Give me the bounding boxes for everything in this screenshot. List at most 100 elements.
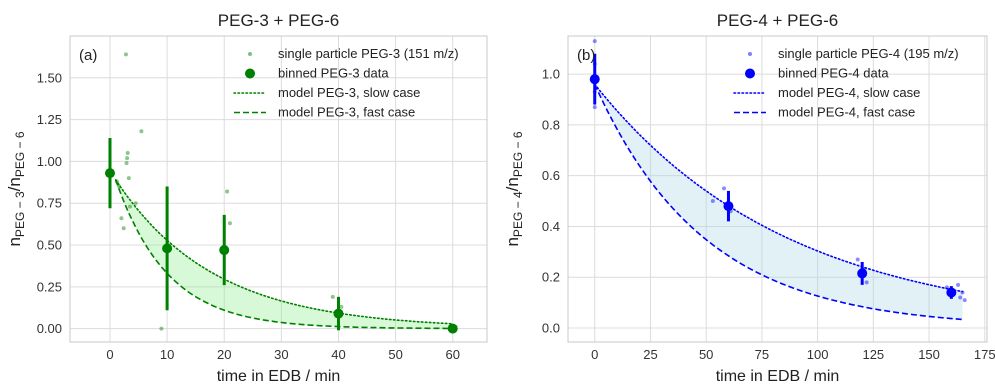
y-tick-label: 0.6: [542, 168, 560, 183]
single-particle-point: [864, 280, 869, 285]
legend-marker-small: [748, 52, 752, 56]
single-particle-point: [956, 282, 961, 287]
x-tick-label: 50: [388, 347, 402, 362]
legend-label: single particle PEG-3 (151 m/z): [278, 46, 459, 61]
x-tick-label: 50: [699, 347, 713, 362]
grid: [70, 36, 487, 342]
x-tick-label: 60: [445, 347, 459, 362]
legend: single particle PEG-4 (195 m/z) binned PE…: [733, 46, 959, 120]
model-band: [115, 179, 453, 329]
binned-point: [162, 243, 173, 254]
legend-item: model PEG-4, slow case: [733, 85, 920, 100]
y-tick-label: 0.25: [37, 279, 62, 294]
chart-title: PEG-3 + PEG-6: [218, 11, 339, 30]
single-particle-point: [119, 216, 124, 221]
plot-frame: [69, 35, 488, 343]
y-tick-label: 0.00: [37, 321, 62, 336]
legend-label: model PEG-3, slow case: [278, 85, 420, 100]
chart-title: PEG-4 + PEG-6: [717, 11, 838, 30]
plot-area: [70, 36, 487, 342]
single-particle-point: [225, 189, 230, 194]
single-particle-point: [114, 179, 119, 184]
single-particle-point: [958, 295, 963, 300]
y-tick-label: 1.25: [37, 112, 62, 127]
legend-marker-big: [745, 68, 755, 79]
x-tick-label: 100: [807, 347, 829, 362]
binned-point: [447, 323, 458, 334]
legend-item: model PEG-3, fast case: [234, 105, 415, 120]
y-tick-label: 1.00: [37, 154, 62, 169]
grid: [568, 36, 987, 342]
y-tick-label: 0.50: [37, 238, 62, 253]
y-tick-label: 0.4: [542, 219, 560, 234]
x-tick-label: 30: [274, 347, 288, 362]
plot-area: [568, 36, 987, 342]
single-particle-point: [117, 184, 122, 189]
x-axis-label: time in EDB / min: [217, 368, 341, 385]
model-fast-line: [114, 179, 453, 330]
single-particle-point: [125, 151, 130, 156]
legend-label: model PEG-3, fast case: [278, 105, 415, 120]
legend-marker-small: [248, 52, 252, 56]
legend-item: single particle PEG-4 (195 m/z): [748, 46, 959, 61]
single-particle-point: [330, 294, 335, 299]
binned-series: [589, 53, 957, 299]
binned-point: [723, 201, 734, 212]
single-particle-point: [125, 156, 130, 161]
y-tick-label: 1.50: [37, 70, 62, 85]
legend-item: model PEG-4, fast case: [734, 105, 915, 120]
chart-panel-a: 0 10 20 30 40 50 60 0.00 0.25 0.50 0.75 1.00 1.25 1.5…: [5, 11, 488, 385]
single-particle-point: [133, 201, 138, 206]
single-particle-point: [855, 257, 860, 262]
binned-series: [104, 138, 458, 334]
chart-panel-b: 0 25 50 75 100 125 150 175 0.0 0.2 0.4 0.6 0.8 1.0 PEG…: [503, 11, 995, 385]
x-tick-label: 40: [331, 347, 345, 362]
panel-label: (b): [577, 47, 595, 64]
y-axis-label: nPEG − 4/nPEG − 6: [503, 131, 525, 246]
tick-labels: 0 25 50 75 100 125 150 175 0.0 0.2 0.4 0.6 0.8 1.0: [542, 67, 995, 362]
single-particle-point: [722, 186, 727, 191]
x-tick-label: 150: [918, 347, 940, 362]
x-tick-label: 20: [217, 347, 231, 362]
single-particle-point: [123, 52, 128, 57]
x-tick-label: 175: [974, 347, 995, 362]
single-particle-point: [960, 290, 965, 295]
y-tick-label: 0.2: [542, 270, 560, 285]
model-slow-line: [593, 83, 964, 293]
x-axis-label: time in EDB / min: [716, 368, 840, 385]
model-band: [594, 84, 963, 320]
x-tick-label: 0: [106, 347, 113, 362]
binned-point: [104, 168, 115, 179]
binned-point: [946, 287, 957, 298]
single-particle-point: [126, 176, 131, 181]
y-tick-label: 0.75: [37, 196, 62, 211]
single-particle-point: [339, 304, 344, 309]
x-tick-label: 10: [160, 347, 174, 362]
single-particle-point: [962, 298, 967, 303]
binned-point: [333, 308, 344, 319]
legend-label: model PEG-4, slow case: [778, 85, 920, 100]
legend: single particle PEG-3 (151 m/z) binned PE…: [233, 46, 459, 120]
model-slow-line: [114, 179, 454, 325]
x-tick-label: 25: [643, 347, 657, 362]
y-tick-label: 0.8: [542, 117, 560, 132]
binned-point: [589, 74, 600, 85]
legend-item: model PEG-3, slow case: [233, 85, 420, 100]
single-particle-point: [121, 226, 126, 231]
single-particle-point: [127, 204, 132, 209]
single-particle-point: [159, 326, 164, 331]
legend-label: model PEG-4, fast case: [778, 105, 915, 120]
plot-frame: [567, 35, 988, 343]
legend-item: binned PEG-3 data: [245, 66, 389, 81]
binned-point: [857, 268, 868, 279]
single-particle-point: [139, 129, 144, 134]
panel-label: (a): [79, 47, 97, 64]
model-fast-line: [593, 83, 963, 321]
x-tick-label: 75: [755, 347, 769, 362]
legend-label: binned PEG-4 data: [778, 66, 889, 81]
single-particle-point: [592, 105, 597, 110]
single-particle-point: [710, 199, 715, 204]
single-particle-point: [944, 285, 949, 290]
legend-label: binned PEG-3 data: [278, 66, 389, 81]
